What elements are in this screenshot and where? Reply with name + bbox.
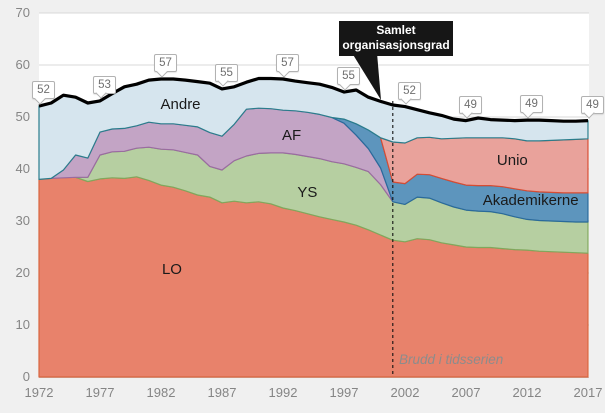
total-line-callout-text: Samlet organisasjonsgrad — [342, 23, 450, 52]
break-line-label: Brudd i tidsserien — [399, 352, 504, 367]
total-line-callout: Samlet organisasjonsgrad — [339, 21, 453, 56]
